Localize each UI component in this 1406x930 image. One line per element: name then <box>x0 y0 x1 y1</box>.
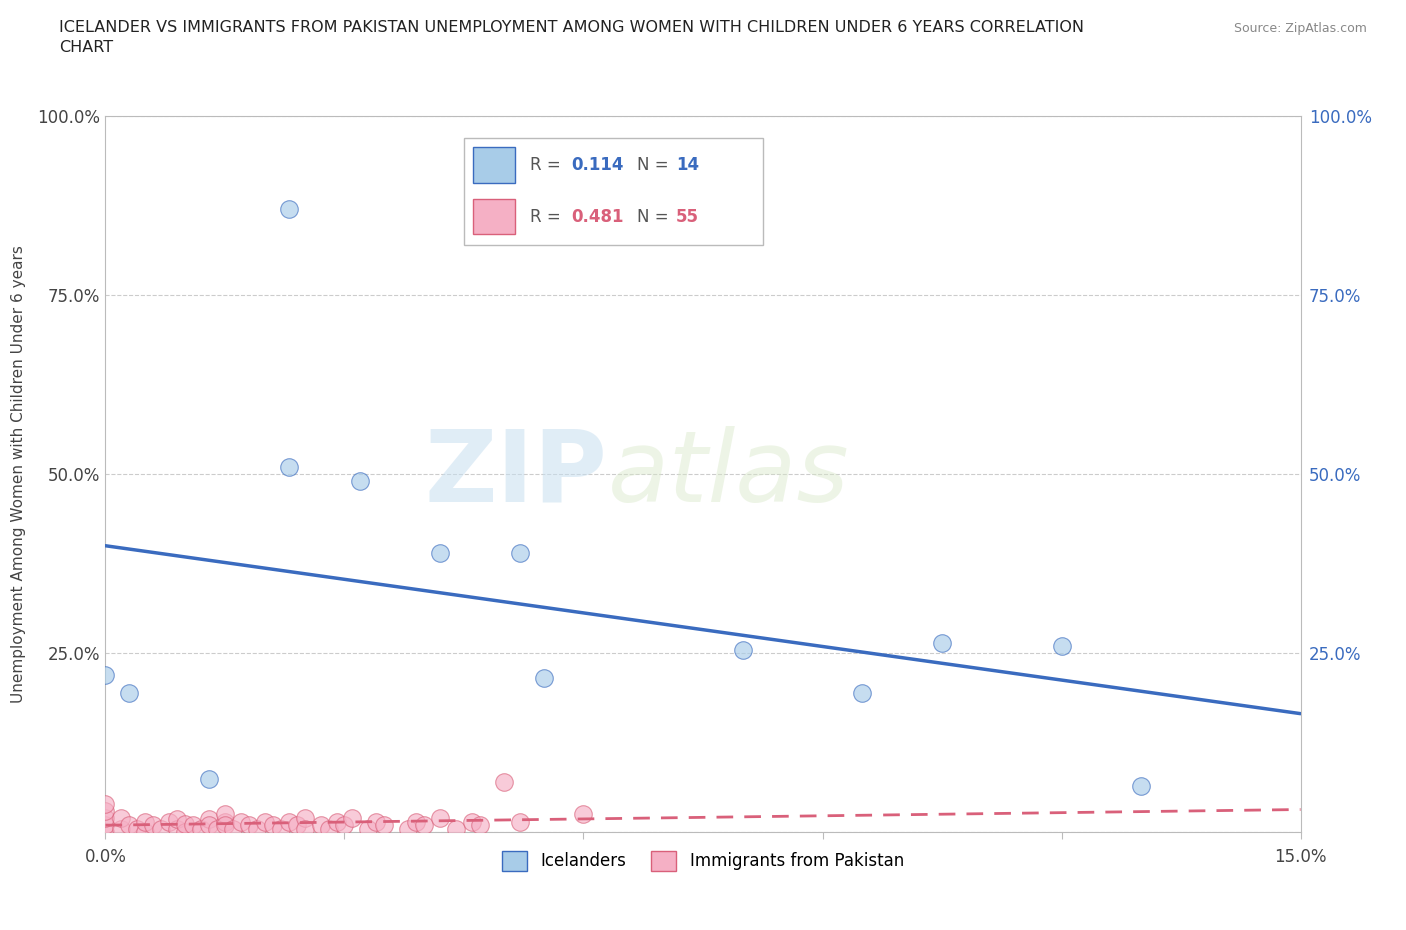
Point <box>94 796 117 811</box>
Point <box>198 812 221 827</box>
Point <box>110 821 132 836</box>
Point <box>277 202 299 217</box>
Point <box>325 814 347 829</box>
Point <box>214 817 236 832</box>
Point <box>342 811 364 826</box>
Point <box>357 821 380 836</box>
Point <box>429 811 451 826</box>
Text: ZIP: ZIP <box>425 426 607 523</box>
Point <box>461 814 484 829</box>
Point <box>198 817 221 832</box>
Point <box>205 821 228 836</box>
Point <box>373 817 395 832</box>
Text: Source: ZipAtlas.com: Source: ZipAtlas.com <box>1233 22 1367 35</box>
Point <box>127 821 149 836</box>
Point <box>413 817 436 832</box>
Point <box>429 546 451 561</box>
Point <box>270 821 292 836</box>
Point <box>294 811 316 826</box>
Point <box>174 825 197 840</box>
Point <box>118 685 141 700</box>
Point <box>110 811 132 826</box>
Point <box>309 817 332 832</box>
Point <box>285 817 308 832</box>
Point <box>94 804 117 818</box>
Point <box>509 546 531 561</box>
Point <box>333 817 356 832</box>
Point <box>94 817 117 832</box>
Point <box>181 817 204 832</box>
Point <box>94 825 117 840</box>
Point <box>166 821 188 836</box>
Point <box>318 821 340 836</box>
Point <box>222 821 245 836</box>
Point <box>294 821 316 836</box>
Point <box>931 635 953 650</box>
Point <box>190 821 212 836</box>
Point <box>509 814 531 829</box>
Point <box>1050 639 1073 654</box>
Point <box>572 807 595 822</box>
Point <box>142 817 165 832</box>
Point <box>166 812 188 827</box>
Point <box>444 821 467 836</box>
Point <box>134 825 156 840</box>
Point <box>396 821 419 836</box>
Text: CHART: CHART <box>59 40 112 55</box>
Point <box>262 817 284 832</box>
Legend: Icelanders, Immigrants from Pakistan: Icelanders, Immigrants from Pakistan <box>495 844 911 878</box>
Point <box>349 474 371 489</box>
Point <box>214 807 236 822</box>
Point <box>238 817 260 832</box>
Point <box>174 817 197 831</box>
Point <box>277 814 299 829</box>
Point <box>214 814 236 829</box>
Point <box>492 775 515 790</box>
Point <box>468 817 491 832</box>
Point <box>134 814 156 829</box>
Point <box>253 814 276 829</box>
Point <box>150 821 173 836</box>
Point <box>405 814 427 829</box>
Point <box>366 814 388 829</box>
Point <box>277 459 299 474</box>
Point <box>246 821 269 836</box>
Point <box>229 814 252 829</box>
Point <box>851 685 873 700</box>
Y-axis label: Unemployment Among Women with Children Under 6 years: Unemployment Among Women with Children U… <box>11 246 25 703</box>
Point <box>533 671 555 685</box>
Point <box>94 811 117 826</box>
Text: ICELANDER VS IMMIGRANTS FROM PAKISTAN UNEMPLOYMENT AMONG WOMEN WITH CHILDREN UND: ICELANDER VS IMMIGRANTS FROM PAKISTAN UN… <box>59 20 1084 35</box>
Point <box>198 771 221 786</box>
Text: atlas: atlas <box>607 426 849 523</box>
Point <box>731 643 754 658</box>
Point <box>1130 778 1153 793</box>
Point <box>157 814 180 829</box>
Point <box>94 668 117 683</box>
Point <box>118 817 141 832</box>
